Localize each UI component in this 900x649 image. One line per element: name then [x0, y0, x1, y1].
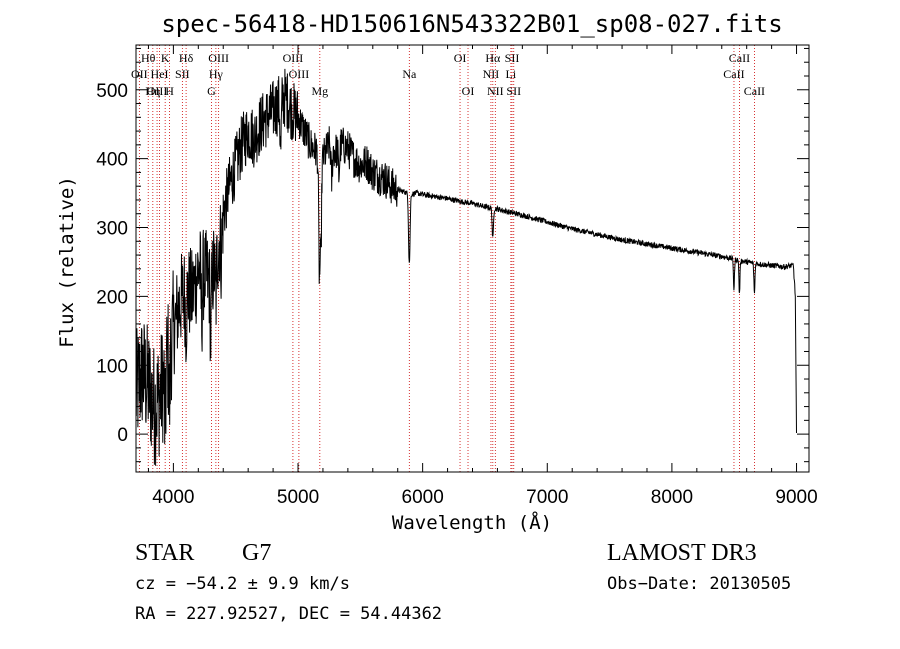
- line-marker-label: OIII: [147, 84, 168, 98]
- line-marker-label: OIII: [289, 67, 310, 81]
- x-tick-label: 9000: [775, 487, 817, 508]
- line-marker-labels: Hθ K Hδ OIII OIII OI Hα SII CaII OII HeI SII Hγ OIII N…: [131, 51, 765, 98]
- y-axis-label: Flux (relative): [56, 176, 78, 348]
- line-marker-label: CaII: [723, 67, 744, 81]
- obs-date: Obs−Date: 20130505: [607, 574, 791, 594]
- line-marker-label: Hθ: [141, 51, 156, 65]
- subclass: G7: [242, 540, 271, 566]
- line-marker-label: K: [161, 51, 170, 65]
- object-class: STAR: [135, 540, 194, 566]
- line-marker-label: H: [165, 84, 174, 98]
- spectrum-line: [135, 68, 797, 466]
- plot-frame: [135, 44, 810, 473]
- line-marker-label: NII: [487, 84, 504, 98]
- survey-name: LAMOST DR3: [607, 540, 757, 566]
- line-marker-label: Hγ: [209, 67, 224, 81]
- x-axis-label: Wavelength (Å): [392, 511, 552, 534]
- line-marker-label: Li: [506, 67, 517, 81]
- y-tick-label: 500: [96, 81, 128, 102]
- redshift-label: cz = −54.2 ± 9.9 km/s: [135, 574, 350, 594]
- line-markers: [138, 45, 755, 472]
- line-marker-label: OI: [462, 84, 475, 98]
- y-tick-label: 0: [117, 425, 128, 446]
- line-marker-label: NII: [483, 67, 500, 81]
- line-marker-label: CaII: [729, 51, 750, 65]
- line-marker-label: OIII: [208, 51, 229, 65]
- x-tick-label: 8000: [651, 487, 693, 508]
- line-marker-label: OI: [454, 51, 467, 65]
- x-tick-label: 5000: [277, 487, 319, 508]
- line-marker-label: OIII: [283, 51, 304, 65]
- chart-title: spec-56418-HD150616N543322B01_sp08-027.f…: [161, 10, 782, 38]
- x-tick-label: 7000: [526, 487, 568, 508]
- line-marker-label: G: [207, 84, 216, 98]
- axis-ticks: 4000 5000 6000 7000 8000 9000 0 100 200 300 400 500: [96, 45, 818, 508]
- line-marker-label: Hη: [145, 84, 160, 98]
- y-tick-label: 100: [96, 356, 128, 377]
- coordinates: RA = 227.92527, DEC = 54.44362: [135, 604, 442, 624]
- x-tick-label: 6000: [402, 487, 444, 508]
- y-tick-label: 200: [96, 287, 128, 308]
- x-tick-label: 4000: [152, 487, 194, 508]
- y-tick-label: 400: [96, 150, 128, 171]
- line-marker-label: SII: [506, 84, 521, 98]
- line-marker-label: Hα: [485, 51, 501, 65]
- line-marker-label: Mg: [311, 84, 328, 98]
- line-marker-label: Na: [402, 67, 417, 81]
- line-marker-label: SII: [175, 67, 190, 81]
- line-marker-label: Hδ: [179, 51, 194, 65]
- line-marker-label: HeI: [151, 67, 169, 81]
- line-marker-label: CaII: [744, 84, 765, 98]
- line-marker-label: SII: [505, 51, 520, 65]
- line-marker-label: OII: [131, 67, 148, 81]
- y-tick-label: 300: [96, 219, 128, 240]
